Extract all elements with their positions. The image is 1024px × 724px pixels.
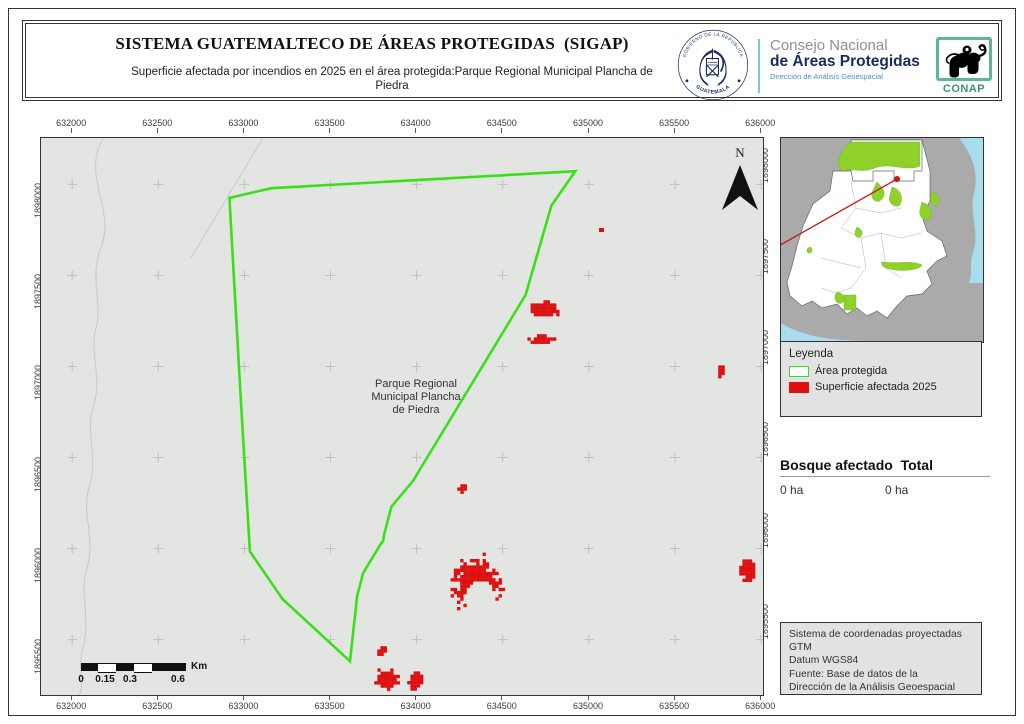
svg-text:N: N [735, 145, 745, 160]
